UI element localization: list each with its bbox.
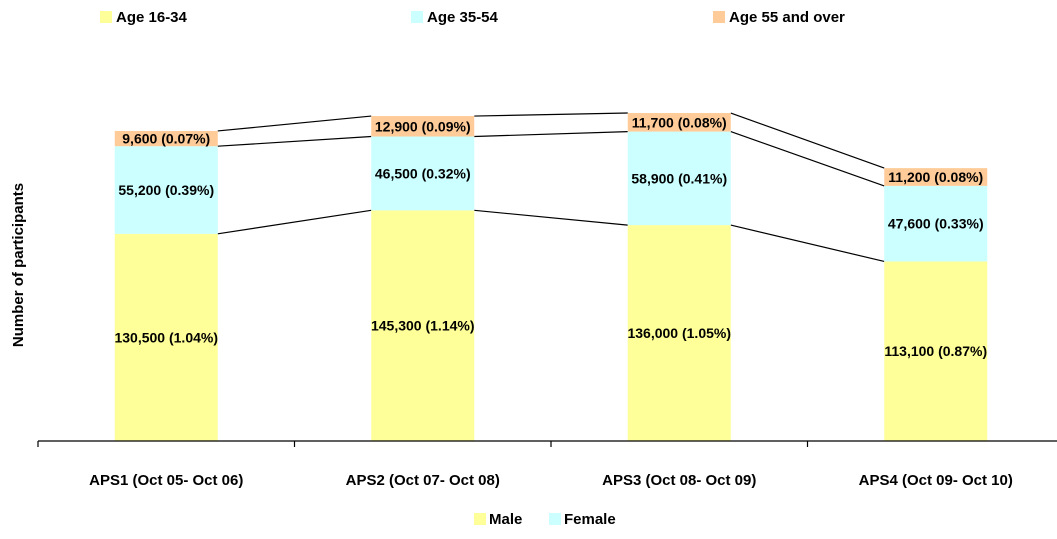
data-label: 46,500 (0.32%)	[375, 165, 471, 181]
bar-segment	[371, 210, 475, 441]
data-label: 113,100 (0.87%)	[884, 343, 987, 359]
x-tick-label: APS3 (Oct 08- Oct 09)	[602, 472, 756, 489]
legend-swatch-age-16-34	[100, 11, 112, 23]
connector-line	[474, 112, 628, 117]
connector-line	[217, 135, 372, 147]
bar-segment	[114, 130, 218, 147]
data-label: 11,200 (0.08%)	[888, 169, 983, 185]
legend-label: Age 35-54	[427, 9, 499, 26]
data-label: 130,500 (1.04%)	[114, 329, 218, 345]
data-label: 11,700 (0.08%)	[632, 114, 727, 130]
bar-segment	[371, 136, 475, 211]
data-label: 145,300 (1.14%)	[371, 318, 475, 334]
bar-segment	[371, 116, 475, 137]
connector-line	[730, 112, 885, 169]
legend-top: Age 16-34 Age 35-54 Age 55 and over	[100, 9, 845, 26]
bar-segment	[884, 168, 988, 186]
legend-label: Age 16-34	[116, 9, 188, 26]
bar-segment	[627, 131, 731, 226]
bars	[114, 113, 988, 441]
bar-segment	[884, 261, 988, 441]
legend-swatch-age-55-and-over	[713, 11, 725, 23]
x-tick-label: APS4 (Oct 09- Oct 10)	[859, 472, 1013, 489]
connector-line	[217, 209, 372, 235]
bar-segment	[627, 225, 731, 441]
bar-segment	[114, 146, 218, 234]
x-tick-label: APS2 (Oct 07- Oct 08)	[346, 472, 500, 489]
connector-line	[730, 224, 885, 263]
data-label: 9,600 (0.07%)	[122, 131, 210, 147]
data-label: 58,900 (0.41%)	[631, 170, 727, 186]
bar-segment	[627, 113, 731, 132]
data-label: 47,600 (0.33%)	[888, 216, 984, 232]
x-tick-label: APS1 (Oct 05- Oct 06)	[89, 472, 243, 489]
legend-swatch-female	[549, 513, 561, 525]
legend-label: Male	[489, 511, 522, 528]
y-axis-label: Number of participants	[10, 183, 27, 347]
legend-swatch-male	[474, 513, 486, 525]
connector-line	[217, 115, 372, 132]
legend-swatch-age-35-54	[411, 11, 423, 23]
x-axis: APS1 (Oct 05- Oct 06) APS2 (Oct 07- Oct 0…	[37, 440, 1057, 489]
data-label: 136,000 (1.05%)	[627, 325, 731, 341]
series-connector-lines	[217, 112, 885, 263]
legend-label: Age 55 and over	[729, 9, 845, 26]
connector-line	[474, 130, 628, 138]
data-labels: 130,500 (1.04%) 55,200 (0.39%) 9,600 (0.07…	[114, 114, 987, 359]
connector-line	[474, 209, 628, 226]
data-label: 12,900 (0.09%)	[375, 118, 471, 134]
data-label: 55,200 (0.39%)	[118, 182, 214, 198]
legend-bottom: Male Female	[474, 511, 616, 528]
connector-line	[730, 131, 885, 187]
bar-segment	[884, 185, 988, 262]
bar-segment	[114, 233, 218, 441]
legend-label: Female	[564, 511, 616, 528]
